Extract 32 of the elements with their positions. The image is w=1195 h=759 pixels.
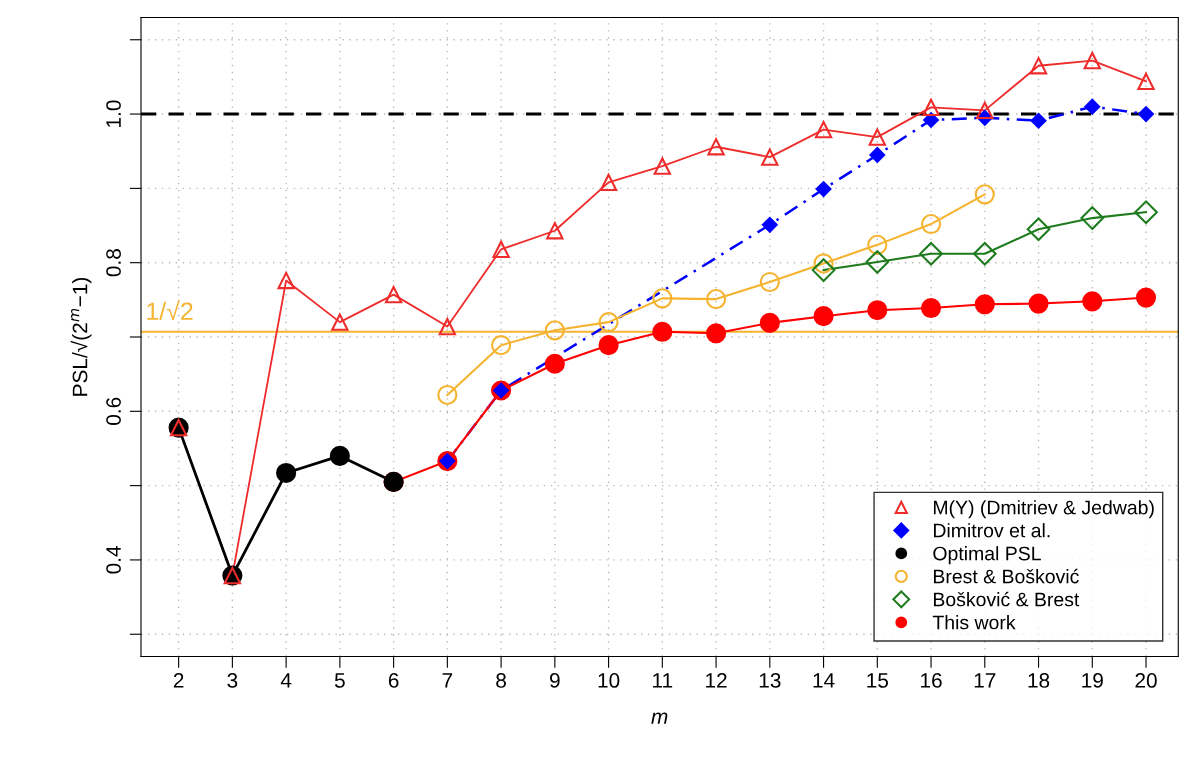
x-tick-label: 17	[974, 673, 996, 688]
x-tick-label: 12	[706, 673, 727, 688]
legend-label: Dimitrov et al.	[933, 523, 1050, 538]
y-tick-label: 0.6	[106, 397, 121, 425]
y-tick-label: 1.0	[106, 100, 121, 127]
ref-line-label: 1/√2	[147, 300, 193, 321]
x-tick-label: 4	[280, 673, 292, 688]
x-tick-label: 9	[550, 673, 560, 688]
x-tick-label: 7	[442, 673, 453, 688]
x-tick-label: 20	[1135, 673, 1157, 688]
legend-label: M(Y) (Dmitriev & Jedwab)	[933, 500, 1154, 519]
y-tick-label: 0.4	[106, 546, 121, 574]
x-tick-label: 13	[759, 673, 781, 688]
y-axis-title: PSL/√(2$^{m}$−1)	[70, 277, 92, 396]
x-tick-label: 11	[653, 673, 673, 688]
legend-label: This work	[932, 615, 1016, 630]
x-tick-label: 18	[1028, 673, 1050, 688]
x-tick-label: 10	[598, 673, 620, 688]
legend-label: Optimal PSL	[933, 546, 1041, 565]
x-tick-label: 2	[173, 673, 184, 688]
x-tick-label: 15	[867, 673, 889, 688]
x-axis-title: m	[651, 712, 668, 724]
x-tick-label: 5	[334, 673, 345, 688]
legend-label: Bošković & Brest	[933, 591, 1080, 607]
y-tick-label: 0.8	[106, 249, 121, 277]
x-tick-label: 19	[1082, 673, 1103, 688]
x-tick-label: 8	[496, 673, 506, 688]
x-tick-label: 16	[921, 673, 942, 688]
x-tick-label: 3	[227, 673, 238, 688]
legend-label: Brest & Bošković	[933, 568, 1079, 584]
x-tick-label: 6	[388, 673, 399, 688]
x-tick-label: 14	[813, 673, 835, 688]
